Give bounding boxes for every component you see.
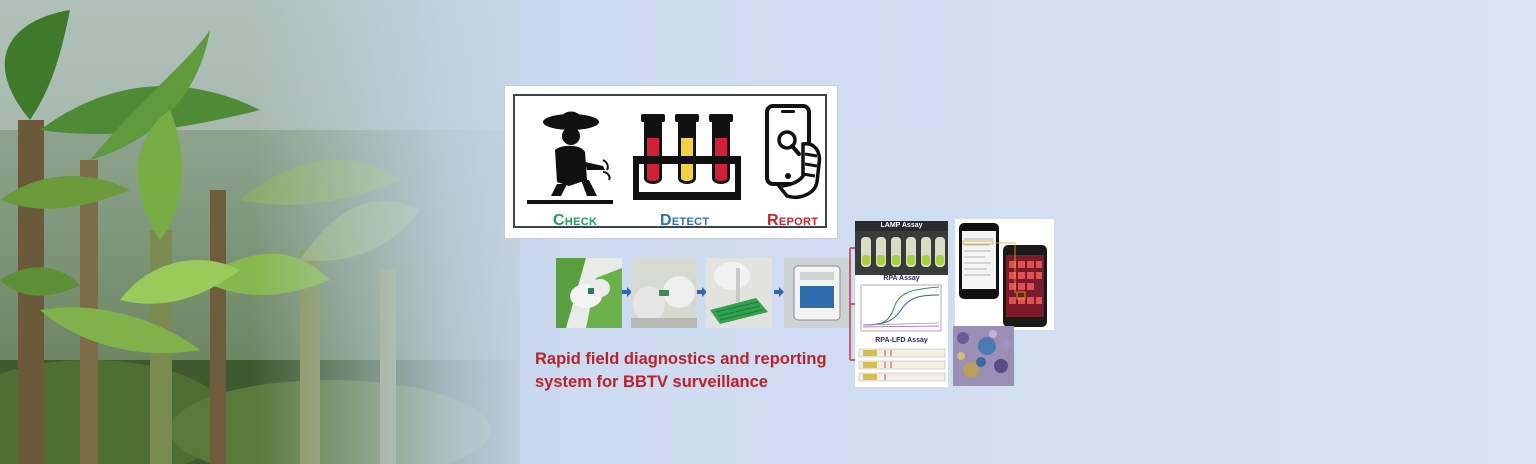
- report-label: Report: [767, 212, 819, 229]
- test-tubes-icon: [633, 114, 741, 200]
- workflow-arrow-icon: [622, 287, 632, 297]
- detection-device-photo: [784, 258, 850, 328]
- pipetting-photo: [706, 258, 772, 328]
- forest-fade-overlay: [0, 0, 560, 464]
- micrograph-image: [953, 326, 1014, 386]
- workflow-arrow-icon: [774, 287, 784, 297]
- sample-processing-photo: [631, 258, 697, 328]
- workflow-arrow-icon: [697, 287, 707, 297]
- check-label: Check: [553, 212, 598, 229]
- caption-line-1: Rapid field diagnostics and reporting: [535, 350, 827, 368]
- rpa-assay-panel: RPA Assay: [855, 275, 948, 337]
- rpa-assay-title: RPA Assay: [883, 275, 920, 282]
- lamp-assay-title: LAMP Assay: [880, 222, 923, 229]
- detect-label: Detect: [660, 212, 710, 229]
- banner-caption: Rapid field diagnostics and reporting sy…: [535, 348, 835, 394]
- caption-line-2: system for BBTV surveillance: [535, 373, 768, 391]
- sample-collection-photo: [556, 258, 622, 328]
- rpa-lfd-assay-title: RPA-LFD Assay: [875, 337, 928, 344]
- reporting-app-panel: [955, 219, 1054, 330]
- assay-connector: [849, 247, 856, 361]
- lamp-assay-panel: LAMP Assay: [855, 221, 948, 275]
- phone-search-icon: [765, 104, 822, 199]
- rpa-lfd-assay-panel: RPA-LFD Assay: [855, 337, 948, 387]
- farmer-icon: [527, 111, 613, 204]
- check-detect-report-panel: Check Detect Report: [505, 86, 837, 238]
- panel-frame: Check Detect Report: [513, 94, 827, 229]
